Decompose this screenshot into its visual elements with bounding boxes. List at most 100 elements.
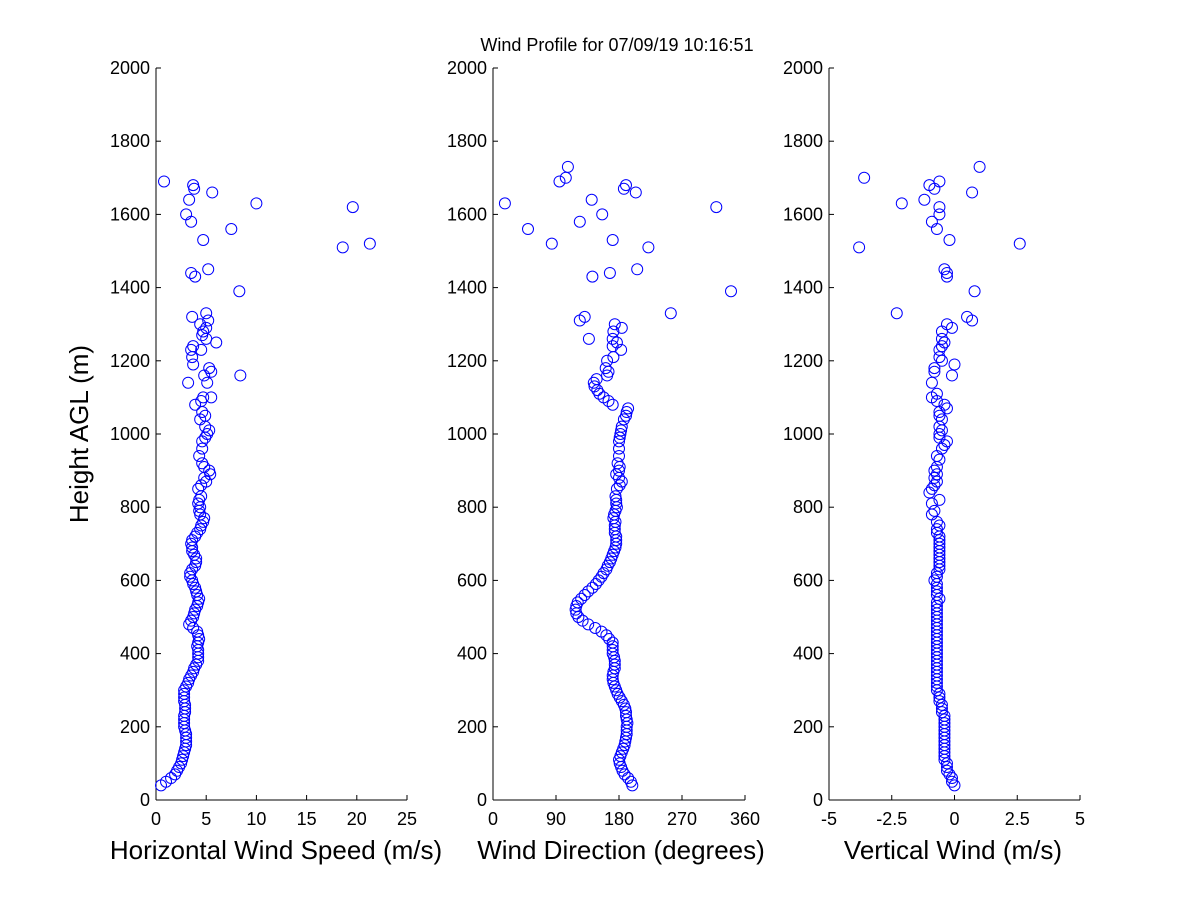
data-point-marker [918, 193, 931, 206]
data-point-marker [925, 215, 938, 228]
data-point-marker [895, 197, 908, 210]
data-point-marker [198, 369, 211, 382]
data-point-marker [948, 358, 961, 371]
data-point-marker [858, 171, 871, 184]
data-point-marker [615, 343, 628, 356]
data-point-marker [935, 332, 948, 345]
data-point-marker [196, 457, 209, 470]
data-point-marker [610, 336, 623, 349]
x-tick-label: 10 [246, 809, 266, 829]
data-point-marker [631, 263, 644, 276]
y-tick-label: 1400 [110, 278, 150, 298]
data-point-marker [933, 695, 946, 708]
data-point-marker [590, 373, 603, 386]
data-point-marker [938, 263, 951, 276]
data-point-marker [601, 354, 614, 367]
data-point-marker [973, 160, 986, 173]
data-point-marker [940, 402, 953, 415]
vertical-panel: 0 200 400 600 800 1000 1200 1400 1600 1800 2000 -5 -… [783, 58, 1085, 865]
data-point-marker [234, 369, 247, 382]
data-point-marker [587, 376, 600, 389]
x-tick-label: 0 [151, 809, 161, 829]
y-tick-label: 400 [793, 644, 823, 664]
data-point-marker [586, 581, 599, 594]
data-point-marker [933, 201, 946, 214]
data-point-marker [613, 449, 625, 462]
data-point-marker [930, 570, 943, 583]
data-point-marker [930, 523, 943, 536]
y-tick-label: 800 [120, 497, 150, 517]
y-tick-label: 1600 [447, 204, 487, 224]
vertical-xlabel: Vertical Wind (m/s) [844, 835, 1062, 865]
data-point-marker [201, 376, 214, 389]
data-point-marker [202, 314, 215, 327]
data-point-marker [346, 201, 359, 214]
data-point-marker [571, 596, 584, 609]
data-point-marker [940, 270, 953, 283]
y-tick-label: 200 [793, 717, 823, 737]
data-point-marker [189, 398, 202, 411]
data-point-marker [615, 321, 628, 334]
y-tick-label: 2000 [447, 58, 487, 78]
y-tick-label: 0 [140, 790, 150, 810]
data-point-marker [573, 215, 586, 228]
data-point-marker [582, 585, 595, 598]
data-point-marker [930, 468, 943, 481]
y-tick-label: 600 [793, 570, 823, 590]
data-point-marker [933, 687, 946, 700]
data-point-marker [935, 706, 948, 719]
data-point-marker [710, 201, 723, 214]
data-point-marker [935, 354, 948, 367]
data-point-marker [610, 497, 623, 510]
data-point-marker [928, 182, 941, 195]
data-point-marker [928, 471, 941, 484]
data-point-marker [966, 314, 979, 327]
y-tick-label: 400 [120, 644, 150, 664]
x-tick-label: 270 [667, 809, 697, 829]
y-tick-label: 600 [457, 570, 487, 590]
y-tick-label: 1800 [783, 131, 823, 151]
data-point-marker [582, 332, 595, 345]
data-point-marker [606, 636, 619, 649]
data-point-marker [606, 640, 619, 653]
data-point-marker [589, 621, 602, 634]
data-point-marker [945, 369, 958, 382]
data-point-marker [609, 490, 622, 503]
data-point-marker [545, 237, 558, 250]
data-point-marker [191, 625, 204, 638]
data-point-marker [928, 574, 941, 587]
data-point-marker [187, 358, 200, 371]
x-tick-label: 20 [347, 809, 367, 829]
data-point-marker [192, 482, 205, 495]
data-point-marker [966, 186, 979, 199]
data-point-marker [596, 208, 609, 221]
y-tick-label: 1200 [783, 351, 823, 371]
data-point-marker [180, 208, 193, 221]
data-point-marker [336, 241, 349, 254]
data-point-marker [585, 193, 598, 206]
data-point-marker [197, 234, 210, 247]
data-point-marker [586, 270, 599, 283]
data-point-marker [664, 307, 677, 320]
data-point-marker [940, 764, 953, 777]
y-tick-label: 1000 [783, 424, 823, 444]
data-point-marker [933, 537, 946, 550]
y-tick-label: 1400 [447, 278, 487, 298]
data-point-marker [595, 625, 608, 638]
y-tick-label: 200 [457, 717, 487, 737]
data-point-marker [617, 413, 630, 426]
data-point-marker [933, 428, 946, 440]
speed-xlabel: Horizontal Wind Speed (m/s) [110, 835, 442, 865]
data-point-marker [200, 321, 213, 334]
data-point-marker [186, 310, 199, 323]
y-tick-label: 1600 [110, 204, 150, 224]
data-point-marker [725, 285, 737, 298]
data-point-marker [933, 208, 946, 221]
y-tick-label: 1000 [110, 424, 150, 444]
data-point-marker [940, 757, 953, 770]
data-point-marker [930, 567, 943, 580]
data-point-marker [613, 464, 625, 477]
data-point-marker [597, 391, 610, 404]
data-point-marker [601, 559, 614, 572]
